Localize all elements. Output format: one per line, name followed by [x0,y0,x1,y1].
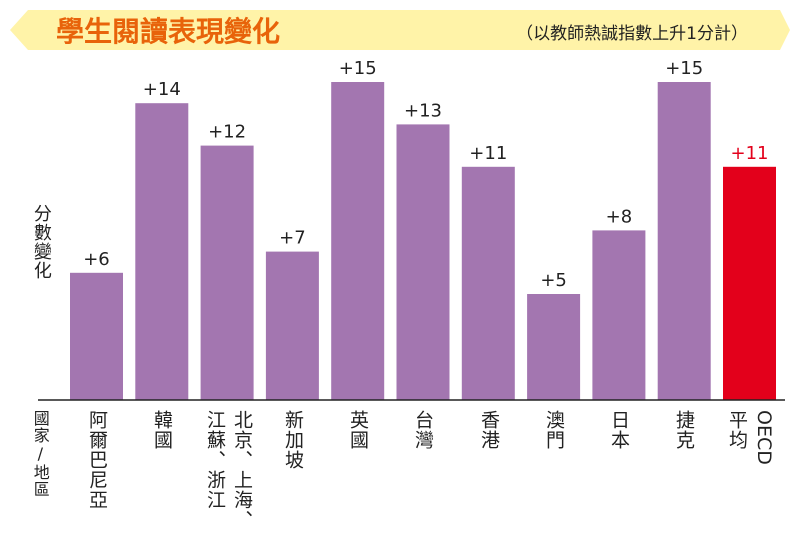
category-label-oecd-line2: 平均 [725,410,748,450]
bar-6 [461,166,515,400]
category-label-albania: 阿爾巴尼亞 [85,410,108,510]
category-label-korea: 韓國 [150,410,173,450]
bar-9 [657,82,711,400]
chart-subtitle: （以教師熱誠指數上升1分計） [516,24,748,44]
category-label-macau: 澳門 [542,410,565,450]
bar-7 [527,294,581,400]
value-label-7: +5 [540,270,567,291]
value-label-1: +14 [143,79,181,100]
category-label-hongkong: 香港 [477,410,500,450]
category-label-china-line2: 江蘇、浙江 [203,410,226,510]
value-label-10: +11 [731,143,769,164]
value-label-3: +7 [279,228,306,249]
value-labels-group: +6 +14 +12 +7 +15 +13 +11 +5 +8 +15 +11 [83,58,768,291]
bar-8 [592,230,646,400]
category-label-china-line1: 北京、上海、 [230,410,253,530]
bar-4 [331,82,385,400]
bar-0 [70,272,123,400]
y-axis-label: 分數變化 [30,204,52,280]
bars-group [70,82,776,401]
chart-title: 學生閱讀表現變化 [56,15,280,48]
value-label-6: +11 [469,143,507,164]
x-axis-title: 國家/地區 [30,410,50,498]
bar-1 [135,103,189,400]
value-label-4: +15 [339,58,377,79]
category-label-oecd-line1: OECD [752,410,775,465]
banner-ribbon [10,10,790,50]
category-label-japan: 日本 [607,410,630,450]
bar-10 [723,166,776,400]
value-label-8: +8 [606,206,633,227]
title-banner: 學生閱讀表現變化 （以教師熱誠指數上升1分計） [10,10,790,50]
bar-5 [396,124,450,401]
category-label-uk: 英國 [346,410,369,450]
bar-3 [265,251,319,400]
bar-2 [200,145,254,400]
category-label-taiwan: 台灣 [411,410,434,450]
value-label-0: +6 [83,249,110,270]
value-label-5: +13 [404,100,442,121]
value-label-2: +12 [208,122,246,143]
value-label-9: +15 [665,58,703,79]
category-label-singapore: 新加坡 [281,410,304,470]
category-label-czech: 捷克 [672,410,695,450]
